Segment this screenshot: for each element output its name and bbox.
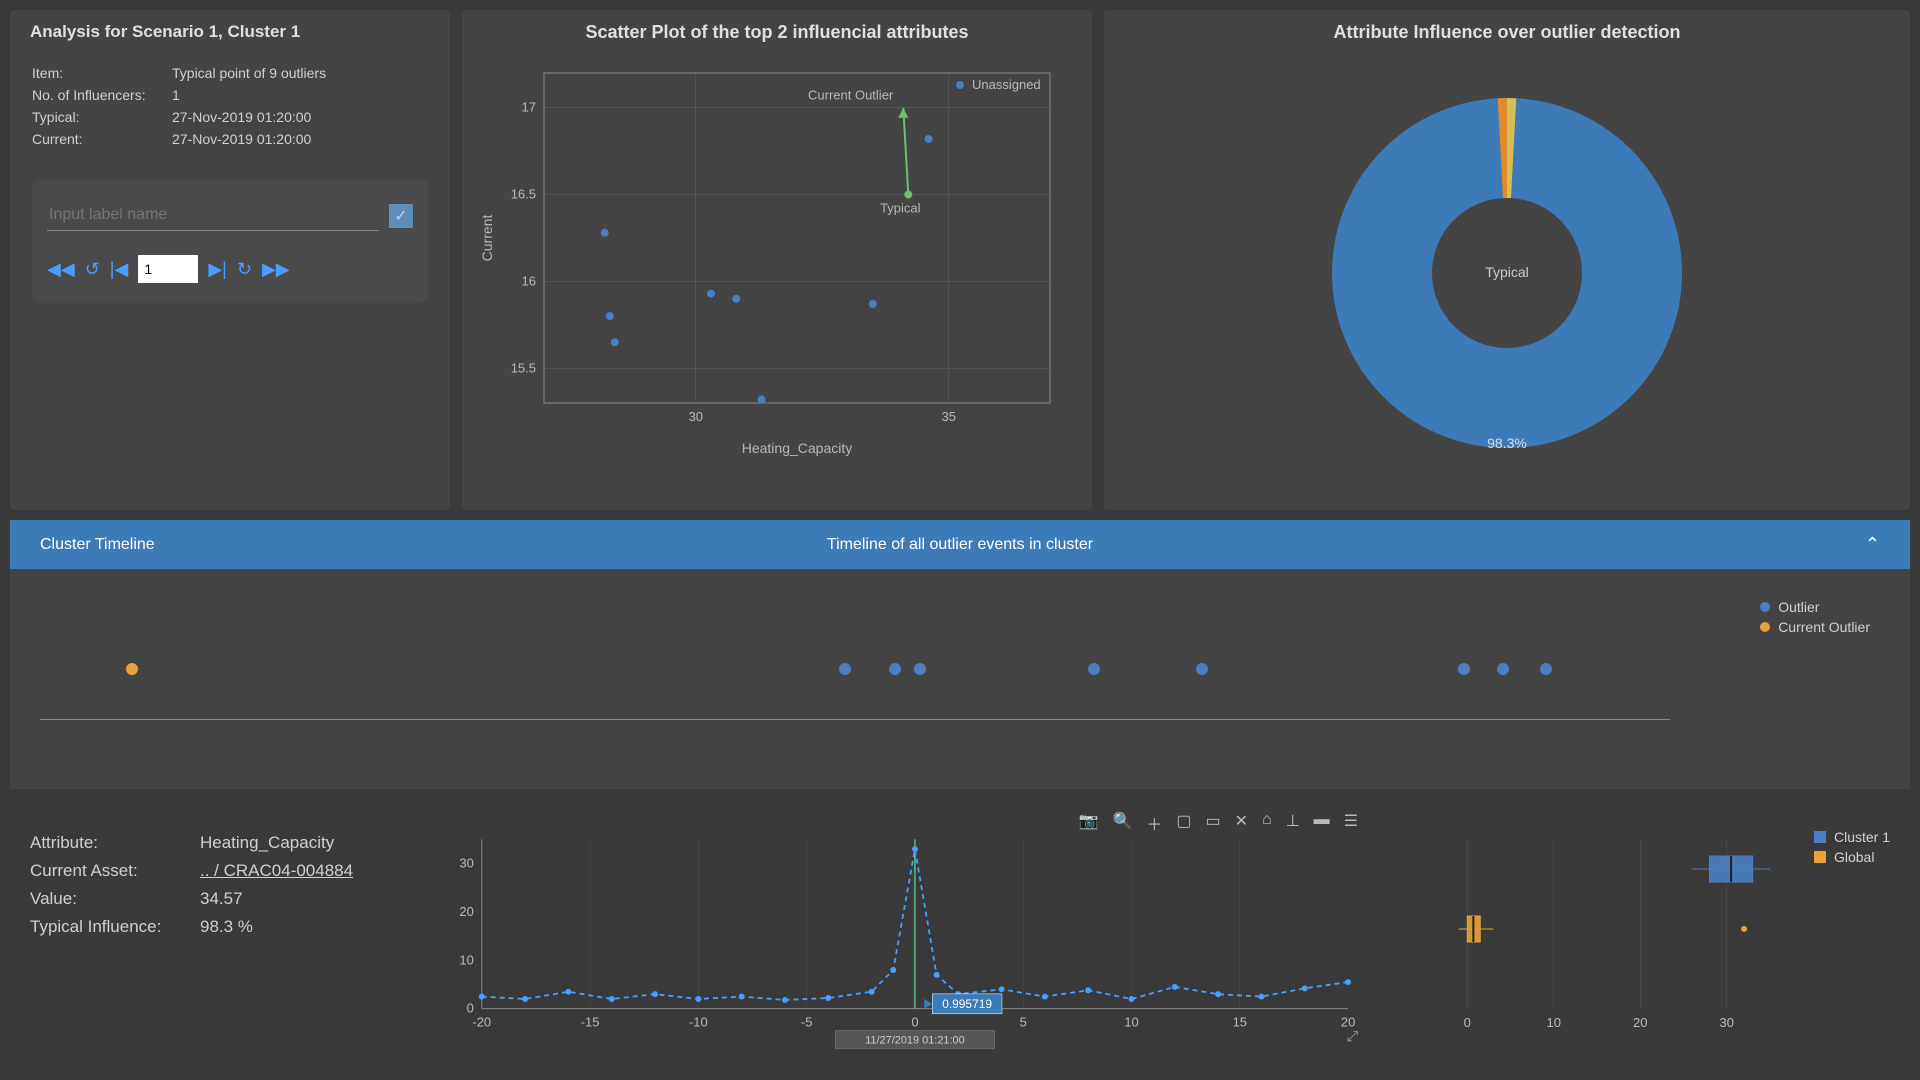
- info-row: No. of Influencers:1: [32, 84, 428, 106]
- svg-text:10: 10: [459, 952, 473, 967]
- timeline-header-left: Cluster Timeline: [40, 536, 155, 554]
- attr-row: Value:34.57: [30, 885, 390, 913]
- timeline-body: Outlier Current Outlier: [10, 569, 1910, 789]
- timeline-header[interactable]: Cluster Timeline Timeline of all outlier…: [10, 520, 1910, 569]
- svg-text:Heating_Capacity: Heating_Capacity: [742, 440, 853, 456]
- svg-text:⤢: ⤢: [1347, 1028, 1358, 1044]
- svg-text:Typical: Typical: [880, 201, 921, 216]
- analysis-title: Analysis for Scenario 1, Cluster 1: [22, 22, 438, 42]
- player-controls: ◀◀ ↺ |◀ ▶| ↻ ▶▶: [47, 255, 413, 283]
- svg-text:98.3%: 98.3%: [1487, 435, 1527, 451]
- svg-text:10: 10: [1547, 1015, 1561, 1030]
- svg-text:17: 17: [522, 100, 536, 115]
- timeline-dot[interactable]: [839, 663, 851, 675]
- svg-text:30: 30: [1720, 1015, 1734, 1030]
- label-name-input[interactable]: [47, 200, 379, 231]
- pie-panel: Attribute Influence over outlier detecti…: [1104, 10, 1910, 510]
- svg-text:16: 16: [522, 273, 536, 288]
- prev-icon[interactable]: |◀: [110, 259, 129, 280]
- svg-text:0: 0: [911, 1015, 918, 1030]
- svg-text:15: 15: [1233, 1015, 1247, 1030]
- info-row: Current:27-Nov-2019 01:20:00: [32, 128, 428, 150]
- chart-toolbar: 📷 🔍 ＋ ▢ ▭ ✕ ⌂ ⊥ ▬ ☰: [1079, 811, 1358, 835]
- step-back-icon[interactable]: ↺: [85, 259, 100, 280]
- timeline-track: [40, 659, 1670, 679]
- pie-chart: Typical 98.3%: [1307, 73, 1707, 473]
- svg-text:0: 0: [1464, 1015, 1471, 1030]
- svg-text:30: 30: [459, 856, 473, 871]
- analysis-panel: Analysis for Scenario 1, Cluster 1 Item:…: [10, 10, 450, 510]
- boxplot-panel: Cluster 1 Global 0 10 20 30: [1390, 799, 1910, 1059]
- attr-row: Current Asset:.. / CRAC04-004884: [30, 857, 390, 885]
- info-row: Typical:27-Nov-2019 01:20:00: [32, 106, 428, 128]
- svg-text:-20: -20: [472, 1015, 491, 1030]
- svg-text:30: 30: [689, 409, 703, 424]
- timeline-dot[interactable]: [1497, 663, 1509, 675]
- svg-text:10: 10: [1124, 1015, 1138, 1030]
- info-row: Item:Typical point of 9 outliers: [32, 62, 428, 84]
- svg-text:-10: -10: [689, 1015, 708, 1030]
- home-icon[interactable]: ⌂: [1262, 811, 1272, 835]
- control-panel: ✓ ◀◀ ↺ |◀ ▶| ↻ ▶▶: [32, 180, 428, 303]
- attr-row: Typical Influence:98.3 %: [30, 913, 390, 941]
- step-input[interactable]: [138, 255, 198, 283]
- rewind-icon[interactable]: ◀◀: [47, 259, 75, 280]
- timeline-dot[interactable]: [889, 663, 901, 675]
- svg-text:20: 20: [459, 904, 473, 919]
- svg-text:5: 5: [1020, 1015, 1027, 1030]
- timeline-dot[interactable]: [1088, 663, 1100, 675]
- svg-text:16.5: 16.5: [511, 187, 536, 202]
- camera-icon[interactable]: 📷: [1079, 811, 1099, 835]
- cluster-legend-square: [1814, 831, 1826, 843]
- timeline-dot[interactable]: [1458, 663, 1470, 675]
- svg-text:0: 0: [467, 1001, 474, 1016]
- timeline-dot[interactable]: [1196, 663, 1208, 675]
- scatter-panel: Scatter Plot of the top 2 influencial at…: [462, 10, 1092, 510]
- box-select-icon[interactable]: ▢: [1176, 811, 1191, 835]
- svg-text:Typical: Typical: [1485, 264, 1529, 280]
- attribute-panel: Attribute:Heating_Capacity Current Asset…: [10, 799, 410, 1059]
- scatter-chart: 30 35 15.5 16 16.5 17 Current Outlier Typical Un…: [474, 63, 1080, 463]
- fast-fwd-icon[interactable]: ▶▶: [262, 259, 290, 280]
- svg-text:Current: Current: [479, 215, 495, 262]
- attr-row: Attribute:Heating_Capacity: [30, 829, 390, 857]
- step-fwd-icon[interactable]: ↻: [237, 259, 252, 280]
- hover-icon[interactable]: ▬: [1314, 811, 1330, 835]
- svg-text:Unassigned: Unassigned: [972, 77, 1041, 92]
- timeline-dot[interactable]: [126, 663, 138, 675]
- compare-icon[interactable]: ☰: [1344, 811, 1358, 835]
- scatter-title: Scatter Plot of the top 2 influencial at…: [474, 22, 1080, 43]
- svg-text:-5: -5: [801, 1015, 813, 1030]
- current-outlier-legend-dot: [1760, 622, 1770, 632]
- timeline-legend: Outlier Current Outlier: [1760, 599, 1870, 639]
- svg-text:11/27/2019 01:21:00: 11/27/2019 01:21:00: [865, 1035, 965, 1047]
- outlier-legend-dot: [1760, 602, 1770, 612]
- confirm-checkbox[interactable]: ✓: [389, 204, 413, 228]
- next-icon[interactable]: ▶|: [208, 259, 227, 280]
- timeline-header-center: Timeline of all outlier events in cluste…: [827, 536, 1093, 554]
- line-chart: 0102030-20-15-10-5051015200.99571911/27/…: [432, 809, 1368, 1049]
- svg-text:Current Outlier: Current Outlier: [808, 88, 894, 103]
- timeline-axis: [40, 719, 1670, 720]
- boxplot-legend: Cluster 1 Global: [1814, 829, 1890, 869]
- svg-text:0.995719: 0.995719: [942, 997, 992, 1011]
- asset-link[interactable]: .. / CRAC04-004884: [200, 861, 353, 881]
- svg-text:-15: -15: [581, 1015, 600, 1030]
- pie-title: Attribute Influence over outlier detecti…: [1116, 22, 1898, 43]
- svg-text:35: 35: [942, 409, 956, 424]
- minus-icon[interactable]: ▭: [1206, 811, 1221, 835]
- chevron-up-icon[interactable]: ⌃: [1865, 534, 1880, 555]
- svg-text:20: 20: [1633, 1015, 1647, 1030]
- global-legend-square: [1814, 851, 1826, 863]
- timeline-dot[interactable]: [914, 663, 926, 675]
- zoom-icon[interactable]: 🔍: [1112, 811, 1132, 835]
- svg-text:15.5: 15.5: [511, 360, 536, 375]
- spike-icon[interactable]: ⊥: [1286, 811, 1300, 835]
- timeline-dot[interactable]: [1540, 663, 1552, 675]
- plus-icon[interactable]: ＋: [1146, 811, 1162, 835]
- autoscale-icon[interactable]: ✕: [1235, 811, 1248, 835]
- analysis-info-table: Item:Typical point of 9 outliers No. of …: [32, 62, 428, 150]
- line-chart-panel: 📷 🔍 ＋ ▢ ▭ ✕ ⌂ ⊥ ▬ ☰ 0 10 20 30 -20 -15 -10 -5 0 5…: [422, 799, 1378, 1059]
